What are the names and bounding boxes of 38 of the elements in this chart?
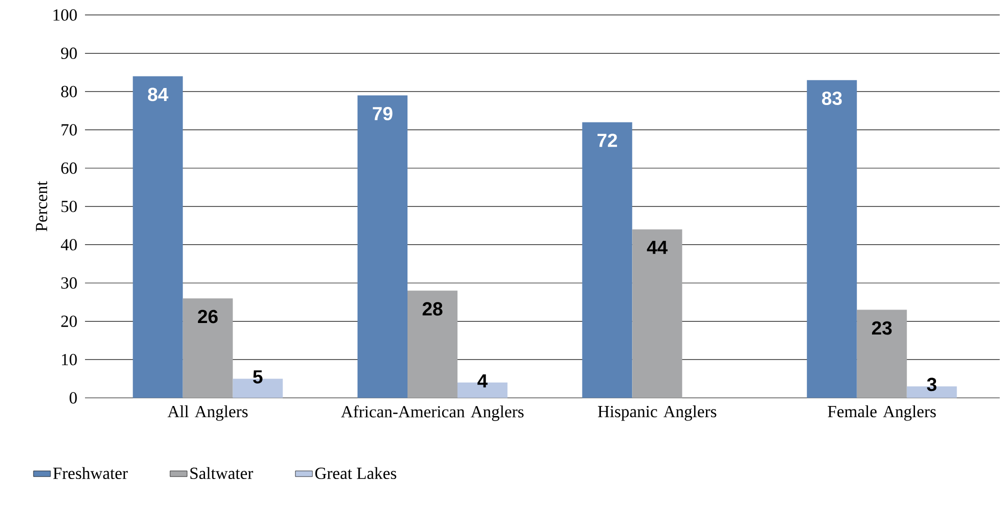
x-tick-label: Hispanic Anglers (598, 405, 716, 421)
bar (358, 95, 408, 398)
data-label: 28 (422, 302, 442, 316)
bar (132, 76, 183, 398)
bar (582, 122, 632, 398)
y-tick-label: 70 (62, 124, 77, 136)
y-tick-label: 20 (61, 316, 77, 328)
bar (806, 80, 857, 398)
x-tick-label: Female Anglers (828, 405, 936, 421)
bar (632, 229, 682, 398)
data-label: 44 (646, 240, 668, 254)
data-label: 84 (148, 88, 168, 102)
data-label: 83 (822, 92, 842, 106)
data-label: 4 (477, 374, 488, 388)
y-tick-label: 30 (61, 277, 77, 289)
legend-label: Freshwater (53, 467, 128, 480)
y-tick-label: 80 (61, 86, 77, 98)
bar (408, 290, 458, 398)
y-tick-label: 0 (70, 392, 77, 404)
x-tick-label: African-American Anglers (340, 405, 524, 422)
data-label: 26 (198, 310, 218, 324)
y-tick-label: 10 (62, 354, 77, 366)
data-label: 23 (872, 321, 892, 335)
x-tick-label: All Anglers (168, 405, 248, 421)
y-tick-label: 100 (54, 9, 77, 21)
y-tick-label: 60 (61, 162, 77, 174)
y-axis-title: Percent (36, 181, 48, 232)
data-label: 72 (598, 134, 618, 147)
data-label: 3 (926, 378, 936, 392)
data-label: 79 (372, 106, 392, 120)
y-tick-label: 40 (60, 239, 77, 251)
legend-label: Great Lakes (315, 467, 396, 480)
y-tick-label: 90 (61, 48, 77, 60)
bar (182, 298, 233, 398)
bar (856, 310, 907, 398)
data-label: 5 (253, 370, 262, 384)
legend-label: Saltwater (190, 467, 254, 480)
y-tick-label: 50 (62, 200, 77, 212)
